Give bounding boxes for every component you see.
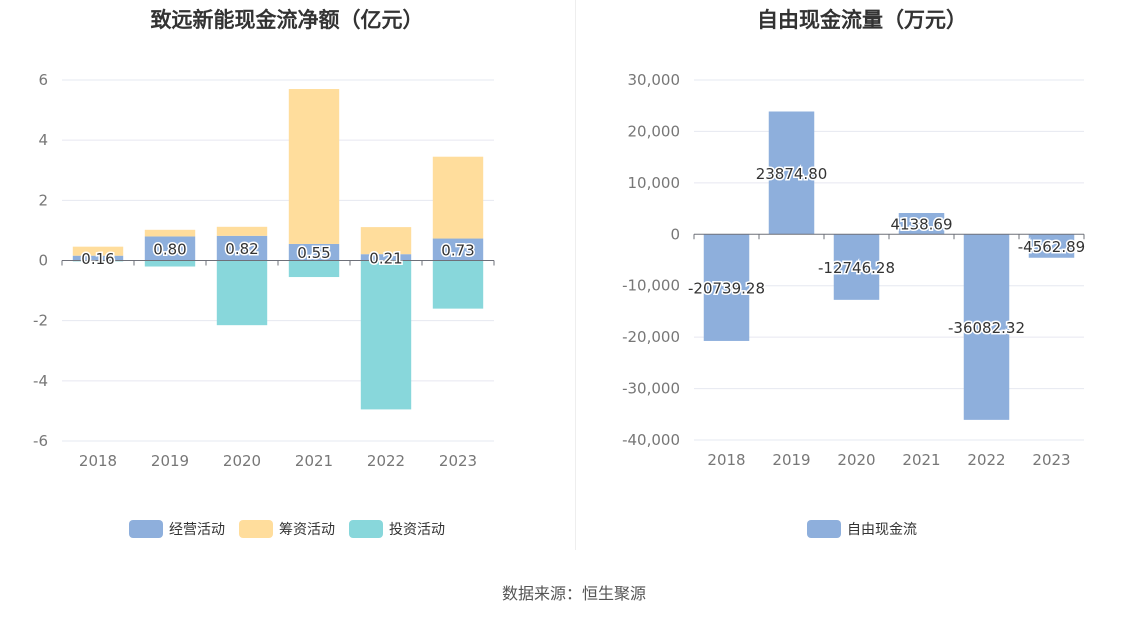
- bar: [216, 260, 268, 326]
- y-tick-label: 2: [38, 191, 48, 209]
- legend-swatch: [349, 520, 383, 538]
- y-tick-label: 4: [38, 131, 48, 149]
- bar: [288, 243, 340, 261]
- bar: [963, 234, 1010, 420]
- data-label: 4138.69: [890, 216, 952, 234]
- chart-title: 致远新能现金流净额（亿元）: [150, 8, 424, 32]
- x-tick-label: 2018: [707, 451, 745, 469]
- data-label: -4562.89: [1018, 238, 1085, 256]
- x-tick-label: 2018: [79, 452, 117, 470]
- legend-label: 经营活动: [169, 522, 225, 538]
- bar: [703, 234, 750, 341]
- y-tick-label: 6: [38, 71, 48, 89]
- bar: [288, 89, 340, 244]
- bar: [432, 238, 484, 261]
- data-source: 数据来源：恒生聚源: [501, 584, 646, 603]
- y-tick-label: 30,000: [628, 71, 681, 89]
- x-tick-label: 2021: [295, 452, 333, 470]
- x-tick-label: 2019: [772, 451, 810, 469]
- legend-label: 筹资活动: [279, 522, 335, 538]
- bar: [288, 260, 340, 278]
- y-tick-label: -6: [33, 432, 48, 450]
- y-tick-label: -30,000: [622, 380, 680, 398]
- bar: [72, 255, 124, 261]
- legend-item[interactable]: 筹资活动: [239, 519, 335, 539]
- x-tick-label: 2022: [967, 451, 1005, 469]
- data-label: 23874.80: [756, 165, 828, 183]
- bar: [216, 226, 268, 236]
- data-label: 0.21: [369, 249, 402, 267]
- bar: [360, 254, 412, 261]
- data-label: -36082.32: [948, 319, 1025, 337]
- y-tick-label: -2: [33, 312, 48, 330]
- legend-item[interactable]: 自由现金流: [807, 519, 917, 539]
- cash-flow-net-chart: 致远新能现金流净额（亿元） -6 -4 -2 0 2 4 6 2018 2019 2020 2021…: [0, 0, 574, 560]
- data-label: 0.80: [153, 240, 186, 258]
- x-tick-label: 2021: [902, 451, 940, 469]
- data-label: -12746.28: [818, 259, 895, 277]
- x-tick-label: 2023: [1032, 451, 1070, 469]
- legend-swatch: [239, 520, 273, 538]
- y-tick-label: 20,000: [628, 122, 681, 140]
- bar: [72, 246, 124, 256]
- legend: 经营活动 筹资活动 投资活动: [0, 519, 574, 539]
- y-tick-label: -40,000: [622, 431, 680, 449]
- bar: [1028, 234, 1075, 258]
- bar: [432, 156, 484, 239]
- data-label: 0.73: [441, 242, 474, 260]
- legend-item[interactable]: 投资活动: [349, 519, 445, 539]
- free-cash-flow-chart: 自由现金流量（万元） -40,000 -30,000 -20,000 -10,000 0…: [576, 0, 1148, 560]
- bar: [144, 260, 196, 267]
- x-tick-label: 2020: [223, 452, 261, 470]
- data-label: -20739.28: [688, 280, 765, 298]
- x-tick-label: 2020: [837, 451, 875, 469]
- legend-label: 自由现金流: [847, 522, 917, 538]
- legend-swatch: [807, 520, 841, 538]
- cash-flow-net-plot: -6 -4 -2 0 2 4 6 2018 2019 2020 2021 2022 2023 0.16 0.…: [33, 71, 495, 470]
- y-tick-label: -20,000: [622, 328, 680, 346]
- bar: [216, 235, 268, 261]
- y-tick-label: 10,000: [628, 174, 681, 192]
- x-tick-label: 2019: [151, 452, 189, 470]
- bar: [768, 111, 815, 235]
- data-label: 0.82: [225, 240, 258, 258]
- bar: [432, 260, 484, 309]
- bar: [144, 236, 196, 261]
- bar: [833, 234, 880, 300]
- x-tick-label: 2022: [367, 452, 405, 470]
- bar: [144, 229, 196, 237]
- y-tick-label: -4: [33, 372, 48, 390]
- bar: [898, 213, 945, 235]
- y-tick-label: 0: [38, 252, 48, 270]
- data-label: 0.16: [81, 250, 114, 268]
- legend-item[interactable]: 经营活动: [129, 519, 225, 539]
- bar: [360, 227, 412, 255]
- y-tick-label: 0: [670, 225, 680, 243]
- chart-title: 自由现金流量（万元）: [757, 8, 967, 32]
- legend-swatch: [129, 520, 163, 538]
- legend: 自由现金流: [576, 519, 1148, 539]
- data-label: 0.55: [297, 244, 330, 262]
- bar: [360, 260, 412, 410]
- legend-label: 投资活动: [389, 522, 445, 538]
- y-tick-label: -10,000: [622, 277, 680, 295]
- x-tick-label: 2023: [439, 452, 477, 470]
- free-cash-flow-plot: -40,000 -30,000 -20,000 -10,000 0 10,000 20,00…: [622, 71, 1087, 469]
- panel-divider: [575, 0, 576, 550]
